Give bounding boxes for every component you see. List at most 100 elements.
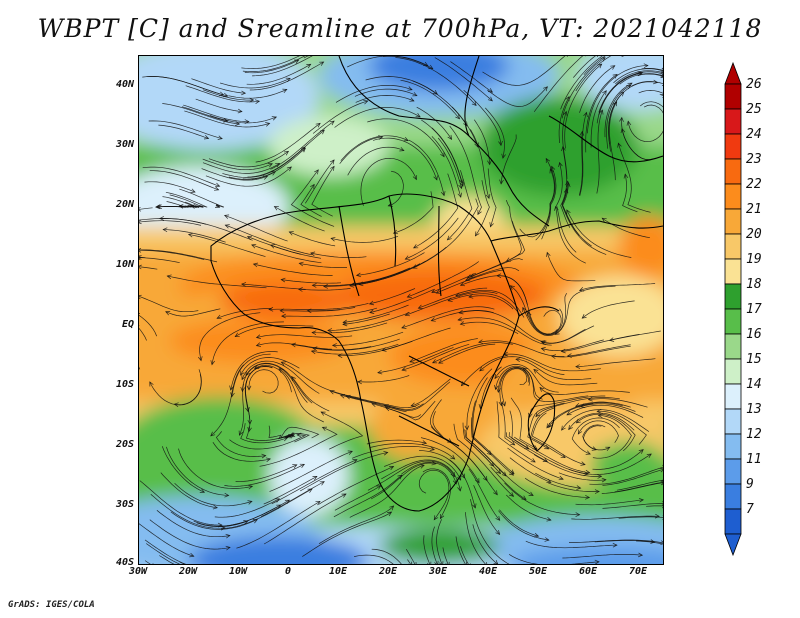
streamline [145, 543, 180, 564]
streamline [638, 90, 663, 94]
streamline-arrow [429, 446, 435, 451]
streamline [566, 209, 632, 258]
streamline [418, 469, 450, 520]
streamline-arrow [247, 500, 253, 505]
lat-label-30s: 30S [115, 499, 134, 510]
colorbar-box-22 [724, 183, 742, 210]
streamline [436, 519, 443, 564]
lon-label-40e: 40E [478, 566, 498, 577]
streamline [514, 436, 590, 474]
streamline-arrow [643, 63, 649, 69]
streamline-arrow [501, 153, 506, 159]
streamline [248, 369, 279, 394]
streamline-arrow [543, 86, 548, 92]
streamline-arrow [440, 152, 445, 158]
streamline [531, 412, 586, 466]
streamline-arrow [306, 63, 312, 69]
streamline-arrow [577, 429, 583, 435]
streamline [568, 539, 663, 544]
streamline [461, 355, 508, 386]
streamline [244, 59, 299, 74]
streamline [401, 306, 495, 329]
streamline [535, 472, 581, 489]
streamline [334, 107, 421, 128]
streamline [609, 101, 618, 181]
streamline-arrow [265, 457, 271, 462]
streamline [495, 365, 543, 400]
colorbar-label-9: 9 [746, 477, 754, 492]
streamline [470, 258, 523, 278]
streamline-arrow [243, 520, 249, 525]
streamline [370, 442, 455, 460]
streamline-arrow [178, 203, 184, 209]
streamline-arrow [298, 261, 304, 267]
streamline-arrow [487, 88, 494, 93]
streamline [551, 345, 631, 358]
streamline [472, 524, 499, 564]
streamline [263, 493, 347, 545]
streamline [241, 56, 300, 69]
streamline [313, 338, 400, 351]
streamline [405, 549, 416, 564]
streamline [465, 429, 534, 496]
streamline [577, 420, 619, 443]
streamline [639, 101, 663, 108]
streamline [249, 61, 324, 91]
streamline-arrow [558, 475, 564, 481]
streamline [268, 303, 369, 310]
streamline-arrow [509, 492, 515, 497]
streamline-arrow [585, 494, 591, 500]
streamline [468, 295, 514, 310]
streamline-arrow [459, 281, 466, 287]
streamline [576, 413, 636, 452]
colorbar-label-19: 19 [746, 252, 762, 267]
streamline [188, 234, 266, 257]
lat-label-20n: 20N [115, 199, 134, 210]
streamline-arrow [602, 90, 607, 96]
streamline-arrow [339, 393, 346, 399]
colorbar-box-26 [724, 83, 742, 110]
streamline [515, 358, 592, 380]
streamline-arrow [261, 453, 267, 459]
streamline [447, 170, 473, 241]
streamline [371, 548, 402, 564]
streamline-arrow [297, 287, 303, 292]
streamline [150, 494, 226, 529]
streamline [420, 437, 480, 483]
streamline-arrow [515, 357, 521, 362]
streamline-arrow [247, 484, 254, 490]
streamline [588, 398, 648, 408]
streamline-arrow [331, 343, 337, 348]
streamline [579, 283, 656, 291]
streamline-arrow [617, 142, 622, 148]
colorbar-cap-top [724, 62, 742, 85]
streamline [583, 56, 606, 76]
streamline [522, 367, 589, 402]
streamline [318, 505, 394, 545]
streamline [289, 231, 336, 247]
streamline [581, 300, 635, 319]
streamline-arrow [329, 120, 335, 126]
streamline-arrow [659, 467, 663, 473]
streamline [342, 313, 390, 325]
streamline [156, 510, 230, 538]
streamline [205, 166, 292, 187]
streamline [506, 432, 548, 462]
streamline [575, 358, 656, 368]
streamline-arrow [352, 459, 358, 464]
streamline [300, 184, 322, 217]
streamline-arrow [498, 401, 504, 407]
streamline [208, 151, 289, 168]
streamline [139, 327, 147, 341]
streamline [614, 481, 663, 493]
colorbar-label-22: 22 [746, 177, 762, 192]
streamline-arrow [493, 560, 499, 564]
streamline-arrow [637, 552, 644, 558]
streamline-arrow [387, 511, 393, 517]
streamline [312, 322, 388, 334]
streamline-arrow [347, 450, 353, 455]
streamline [139, 295, 199, 313]
streamline [149, 170, 219, 191]
streamline-arrow [225, 545, 231, 551]
streamline [244, 365, 273, 412]
